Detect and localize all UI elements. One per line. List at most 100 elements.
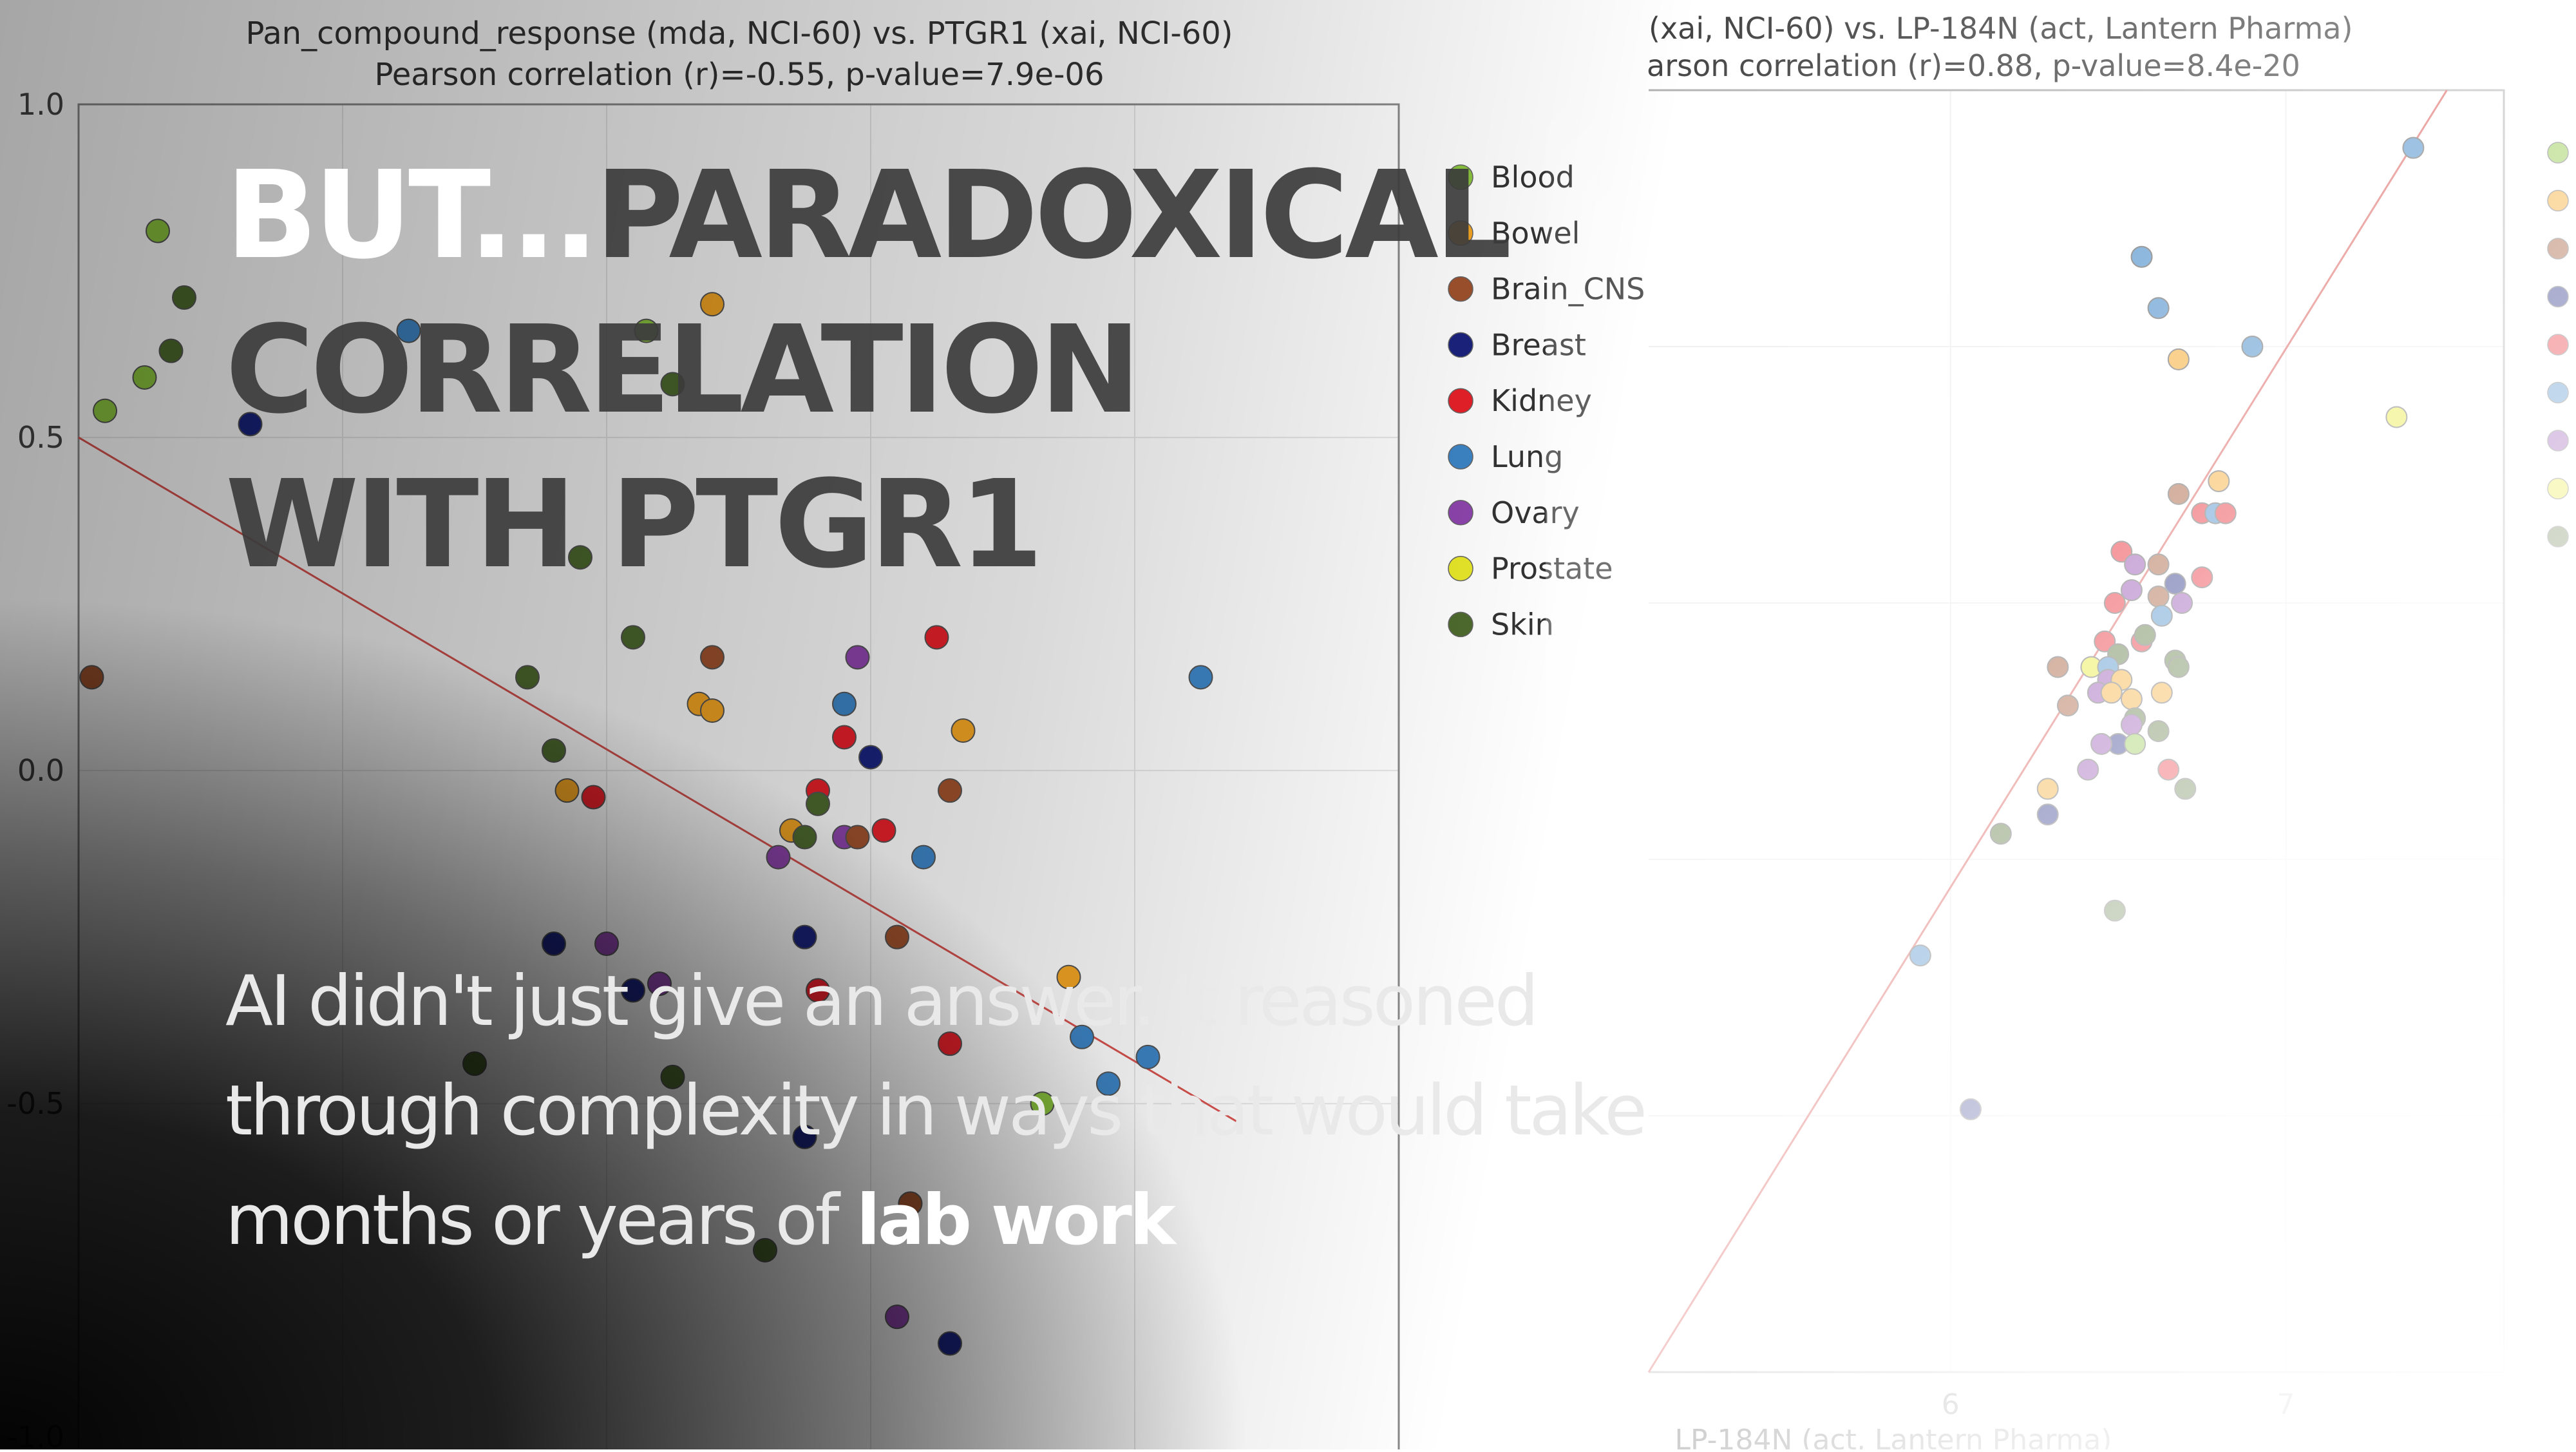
left-point-brain_cns	[885, 924, 909, 950]
right-point-skin	[2167, 656, 2190, 678]
left-point-breast	[858, 745, 883, 770]
left-point-skin	[515, 665, 540, 690]
left-y-tick-label: 0.5	[17, 420, 64, 455]
left-point-ovary	[766, 845, 791, 870]
right-point-ovary	[2124, 553, 2146, 576]
right-point-skin	[1989, 823, 2012, 845]
right-legend-marker-bowel	[2547, 189, 2569, 212]
right-point-brain_cns	[2056, 694, 2079, 717]
legend-label-prostate: Prostate	[1491, 551, 1613, 586]
legend-label-kidney: Kidney	[1491, 383, 1592, 418]
right-point-kidney	[2191, 566, 2213, 589]
left-point-skin	[158, 338, 184, 363]
left-y-axis-ticks: 1.0 0.5 0.0 -0.5 -1.0	[6, 87, 64, 1452]
right-point-skin	[2103, 899, 2126, 922]
right-legend-marker-skin	[2547, 526, 2569, 548]
left-y-tick-label: -1.0	[6, 1419, 64, 1449]
left-point-blood	[93, 398, 117, 423]
right-point-breast	[2036, 803, 2059, 826]
right-legend-marker-kidney	[2547, 334, 2569, 356]
left-point-brain_cns	[79, 665, 104, 690]
left-point-kidney	[871, 818, 896, 843]
right-x-axis-label: LP-184N (act, Lantern Pharma)	[1675, 1424, 2112, 1449]
left-point-brain_cns	[938, 778, 962, 803]
left-point-skin	[792, 825, 817, 850]
right-point-breast	[1959, 1098, 1982, 1121]
left-point-blood	[132, 365, 157, 390]
left-chart-subtitle: Pearson correlation (r)=-0.55, p-value=7…	[375, 57, 1104, 93]
left-y-tick-label: -0.5	[6, 1086, 64, 1121]
right-point-lung	[2130, 245, 2153, 268]
legend-marker-skin	[1448, 611, 1473, 638]
right-chart-grid	[1649, 90, 2504, 1372]
left-point-bowel	[700, 698, 724, 723]
legend-label-skin: Skin	[1491, 607, 1554, 642]
left-point-kidney	[581, 785, 606, 810]
left-point-ovary	[845, 645, 870, 670]
legend-label-ovary: Ovary	[1491, 495, 1580, 530]
right-point-blood	[2124, 732, 2146, 755]
right-point-brain_cns	[2147, 586, 2170, 608]
right-point-ovary	[2120, 714, 2143, 736]
right-point-bowel	[2208, 470, 2230, 492]
left-chart-title: Pan_compound_response (mda, NCI-60) vs. …	[245, 15, 1233, 52]
right-point-lung	[2241, 336, 2264, 358]
headline: BUT...PARADOXICAL CORRELATION WITH PTGR1	[225, 139, 1512, 602]
right-x-tick-label: 7	[2277, 1388, 2295, 1421]
legend-label-breast: Breast	[1491, 327, 1586, 362]
right-chart-points	[1909, 137, 2425, 1121]
right-legend-marker-prostate	[2547, 477, 2569, 500]
right-legend-marker-brain_cns	[2547, 238, 2569, 260]
right-point-breast	[2164, 573, 2186, 595]
left-point-brain_cns	[845, 825, 870, 850]
left-point-breast	[792, 924, 817, 950]
right-x-tick-label: 6	[1942, 1388, 1960, 1421]
left-point-skin	[172, 285, 196, 310]
right-point-lung	[2150, 604, 2173, 627]
right-chart-subtitle: arson correlation (r)=0.88, p-value=8.4e…	[1647, 48, 2300, 83]
right-point-kidney	[2214, 502, 2237, 524]
left-point-skin	[806, 791, 830, 816]
legend-label-lung: Lung	[1491, 439, 1563, 474]
right-point-ovary	[2120, 579, 2143, 602]
right-point-bowel	[2036, 778, 2059, 800]
right-point-ovary	[2090, 732, 2113, 755]
right-point-skin	[2147, 720, 2170, 742]
right-chart-title: (xai, NCI-60) vs. LP-184N (act, Lantern …	[1649, 11, 2353, 46]
left-point-bowel	[951, 718, 976, 743]
left-point-brain_cns	[700, 645, 724, 670]
right-point-bowel	[2167, 348, 2190, 370]
left-point-blood	[146, 218, 170, 244]
right-point-brain_cns	[2147, 553, 2170, 576]
left-point-lung	[832, 691, 857, 716]
right-legend-markers	[2547, 142, 2569, 548]
right-point-brain_cns	[2047, 656, 2069, 678]
left-point-kidney	[832, 725, 857, 750]
right-point-ovary	[2171, 592, 2193, 614]
right-point-bowel	[2120, 688, 2143, 711]
subtitle-text: AI didn't just give an answer. It reason…	[225, 961, 1647, 1261]
legend-label-brain_cns: Brain_CNS	[1491, 272, 1645, 307]
right-point-ovary	[2077, 758, 2099, 781]
left-point-kidney	[924, 625, 949, 650]
left-point-bowel	[554, 778, 580, 803]
left-point-skin	[621, 625, 645, 650]
headline-lead: BUT...	[225, 145, 599, 286]
right-legend-marker-blood	[2547, 142, 2569, 164]
left-point-skin	[542, 738, 566, 763]
right-point-skin	[2134, 624, 2156, 646]
right-point-lung	[2402, 137, 2425, 159]
left-y-tick-label: 0.0	[17, 753, 64, 788]
right-point-lung	[1909, 944, 1931, 967]
right-legend-marker-breast	[2547, 285, 2569, 308]
right-legend-marker-ovary	[2547, 430, 2569, 452]
right-point-brain_cns	[2167, 482, 2190, 505]
right-regression-line	[1647, 90, 2448, 1373]
right-point-skin	[2174, 778, 2197, 800]
right-plot-frame	[1649, 89, 2505, 1373]
right-point-kidney	[2103, 592, 2126, 614]
subtitle: AI didn't just give an answer. It reason…	[225, 947, 1707, 1275]
right-scatter-chart: (xai, NCI-60) vs. LP-184N (act, Lantern …	[1647, 11, 2505, 1452]
right-legend-marker-lung	[2547, 381, 2569, 404]
